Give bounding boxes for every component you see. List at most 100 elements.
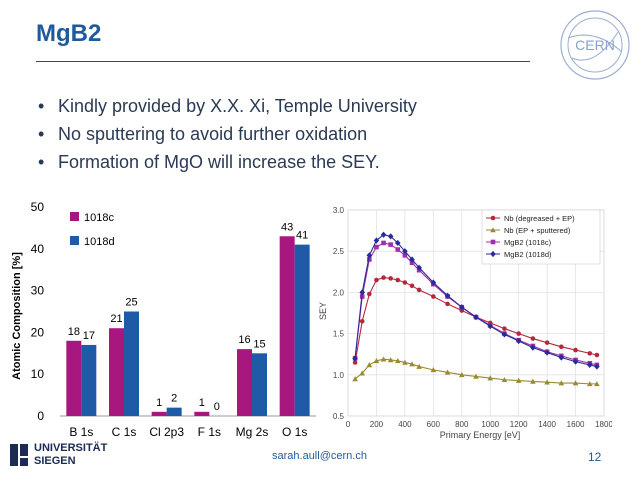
sey-x-tick-label: 200 xyxy=(370,420,384,429)
sey-data-point xyxy=(409,256,415,263)
sey-data-point xyxy=(395,247,401,252)
bullet-item: • Kindly provided by X.X. Xi, Temple Univ… xyxy=(38,96,417,116)
bar-data-label: 0 xyxy=(214,401,220,413)
sey-data-point xyxy=(530,336,536,341)
sey-data-point xyxy=(594,363,600,370)
sey-data-point xyxy=(473,373,479,379)
bar-1018c-B-1s xyxy=(66,340,82,416)
sey-data-point xyxy=(516,331,521,336)
page-number: 12 xyxy=(588,450,602,464)
bar-x-tick-label: B 1s xyxy=(69,425,93,439)
sey-data-point xyxy=(352,360,358,365)
sey-data-point xyxy=(409,260,415,266)
bar-x-tick-label: Cl 2p3 xyxy=(149,425,184,439)
bar-1018c-C-1s xyxy=(109,328,124,416)
sey-x-tick-label: 1400 xyxy=(538,420,556,429)
sey-data-point xyxy=(544,379,550,385)
bar-1018c-Mg-2s xyxy=(237,349,252,416)
bar-1018c-O-1s xyxy=(279,236,295,416)
sey-data-point xyxy=(558,380,565,386)
cern-logo-icon: CERN xyxy=(560,10,630,80)
bar-legend-swatch xyxy=(70,236,79,245)
title-underline xyxy=(36,61,530,62)
bar-y-axis-label: Atomic Composition [%] xyxy=(11,252,23,380)
sey-data-point xyxy=(380,356,387,362)
sey-legend-box xyxy=(481,209,601,265)
sey-data-point xyxy=(416,287,422,293)
sey-line-chart: 0 200 400 600 800 1000 1200 1400 1600 1800 0.5 1.0 1… xyxy=(318,206,612,440)
bullet-item: • Formation of MgO will increase the SEY. xyxy=(38,152,380,172)
sey-data-point xyxy=(374,277,379,283)
footer-email: sarah.aull@cern.ch xyxy=(272,450,367,462)
university-siegen-logo-icon xyxy=(10,444,28,466)
sey-data-point xyxy=(381,275,386,280)
bar-y-tick-label: 0 xyxy=(37,409,44,423)
sey-legend-marker xyxy=(490,239,496,245)
sey-data-point xyxy=(409,361,415,367)
sey-legend-label: Nb (degreased + EP) xyxy=(504,214,575,223)
bar-y-tick-label: 20 xyxy=(31,325,45,339)
sey-x-tick-label: 600 xyxy=(427,420,441,429)
sey-data-point xyxy=(409,283,415,289)
university-name: UNIVERSITÄT SIEGEN xyxy=(34,442,108,467)
bar-1018c-F-1s xyxy=(194,411,210,416)
sey-data-point xyxy=(373,357,380,364)
sey-data-point xyxy=(394,357,401,364)
sey-data-point xyxy=(572,358,579,365)
sey-data-point xyxy=(402,359,408,365)
sey-y-tick-label: 1.5 xyxy=(333,330,345,339)
sey-data-point xyxy=(395,277,401,283)
sey-x-tick-label: 400 xyxy=(398,420,412,429)
bar-y-tick-label: 50 xyxy=(31,200,45,214)
sey-data-point xyxy=(458,372,465,378)
sey-y-tick-label: 2.0 xyxy=(333,288,345,297)
sey-data-point xyxy=(515,377,522,383)
sey-x-axis-label: Primary Energy [eV] xyxy=(440,430,521,440)
sey-data-point xyxy=(587,351,593,356)
bar-y-tick-label: 40 xyxy=(31,242,45,256)
sey-data-point xyxy=(487,375,494,381)
sey-x-tick-label: 0 xyxy=(346,420,351,429)
sey-data-point xyxy=(559,344,564,350)
sey-x-tick-label: 800 xyxy=(455,420,469,429)
bar-data-label: 17 xyxy=(83,330,95,342)
sey-data-point xyxy=(367,291,372,297)
sey-data-point xyxy=(388,276,393,281)
bar-y-tick-label: 10 xyxy=(31,367,45,381)
sey-data-point xyxy=(530,344,536,351)
bar-legend-swatch xyxy=(70,212,79,221)
sey-y-tick-label: 1.0 xyxy=(333,371,345,380)
slide-title: MgB2 xyxy=(36,20,102,47)
bar-legend-label: 1018d xyxy=(84,236,115,248)
sey-legend-label: MgB2 (1018c) xyxy=(504,238,552,247)
bar-data-label: 43 xyxy=(281,221,293,233)
sey-data-point xyxy=(594,352,600,358)
bar-1018d-C-1s xyxy=(124,311,139,416)
bullet-item: • No sputtering to avoid further oxidatio… xyxy=(38,124,368,144)
cern-logo-text: CERN xyxy=(575,37,615,53)
bar-y-tick-label: 30 xyxy=(31,284,45,298)
bar-data-label: 16 xyxy=(238,334,250,346)
bar-1018d-B-1s xyxy=(81,344,97,416)
sey-data-point xyxy=(402,280,408,285)
bar-data-label: 25 xyxy=(125,297,137,309)
sey-data-point xyxy=(431,294,436,299)
bar-data-label: 1 xyxy=(199,397,205,409)
sey-data-point xyxy=(444,292,451,299)
sey-y-axis-label: SEY xyxy=(318,302,328,320)
bar-legend-label: 1018c xyxy=(84,212,114,224)
sey-data-point xyxy=(367,257,372,262)
bar-data-label: 41 xyxy=(296,230,308,242)
sey-data-point xyxy=(445,301,450,307)
sey-data-point xyxy=(530,378,536,384)
bar-data-label: 2 xyxy=(171,393,177,405)
sey-data-point xyxy=(402,248,408,255)
sey-data-point xyxy=(359,318,365,324)
sey-data-point xyxy=(394,239,401,247)
sey-x-tick-label: 1800 xyxy=(595,420,612,429)
sey-data-point xyxy=(352,355,358,362)
sey-data-point xyxy=(573,347,578,353)
sey-legend-label: Nb (EP + sputtered) xyxy=(504,226,571,235)
sey-data-point xyxy=(594,381,600,387)
